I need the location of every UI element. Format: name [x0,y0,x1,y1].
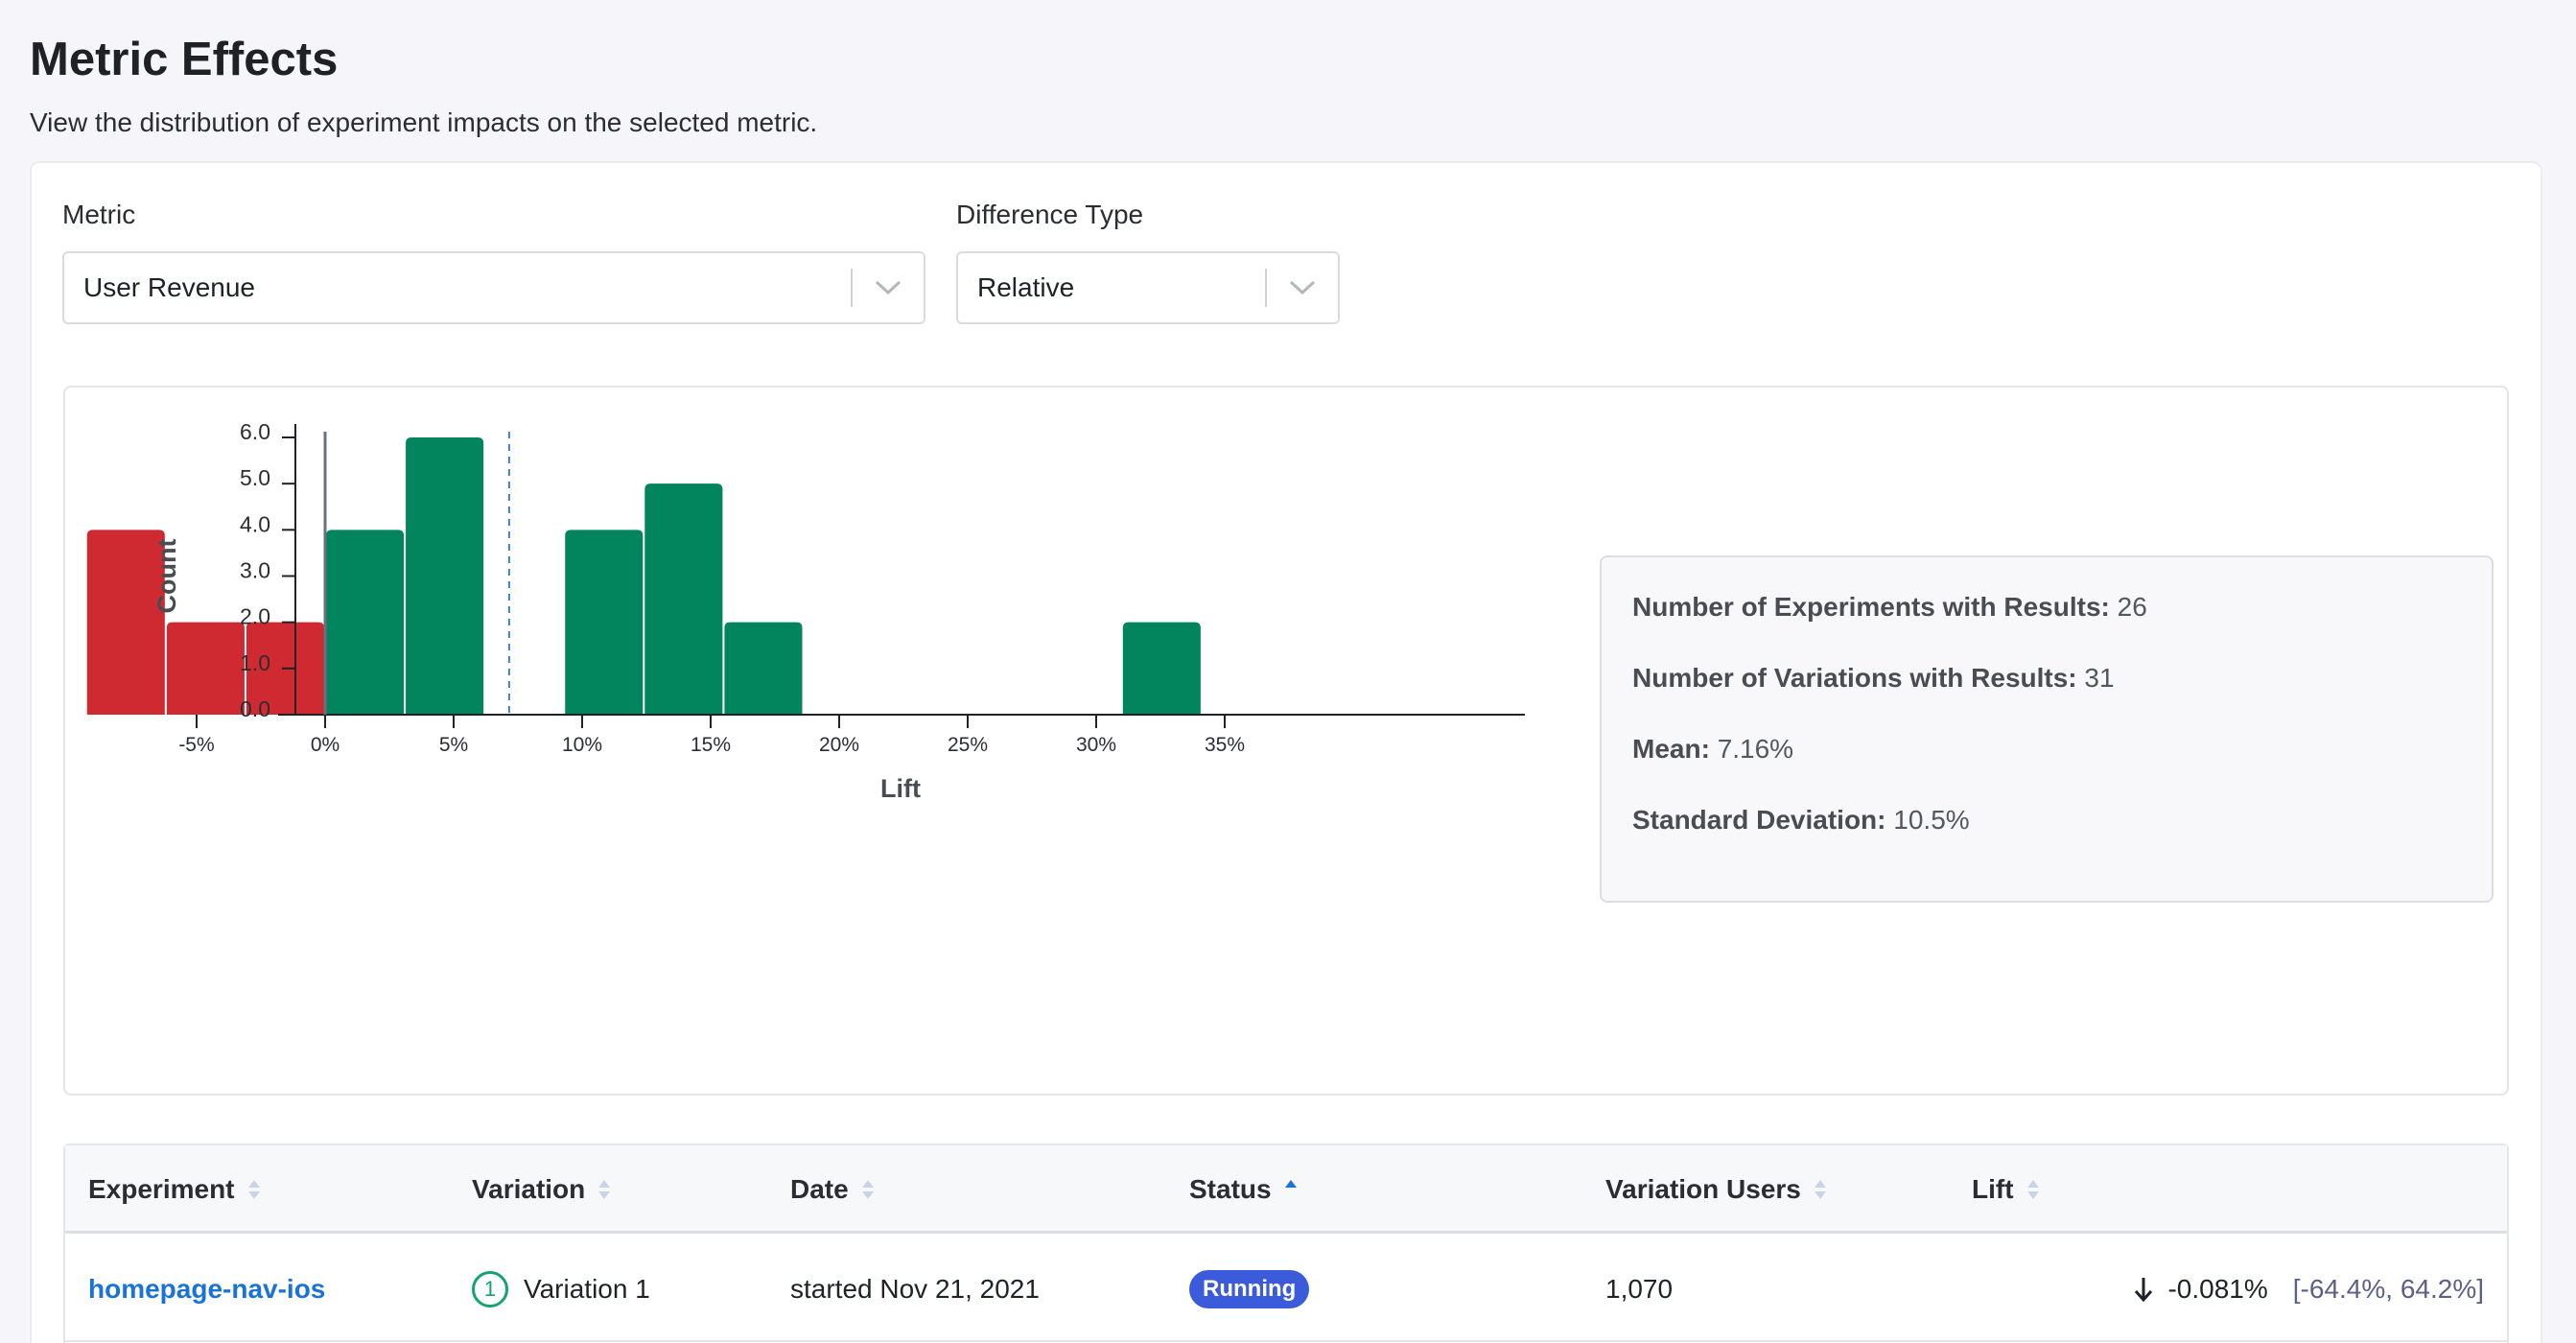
y-axis-label: Count [152,539,181,614]
chevron-down-icon[interactable] [853,279,924,296]
difference-type-select[interactable]: Relative [956,251,1340,324]
x-tick-label: 20% [819,734,859,756]
x-tick-label: 0% [311,734,340,756]
status-badge: Running [1189,1270,1310,1308]
x-tick-label: -5% [178,734,214,756]
sort-icon[interactable] [246,1178,262,1201]
experiments-table: Experiment Variation Date Status Variati… [63,1143,2509,1343]
x-tick-label: 5% [439,734,468,756]
x-tick-label: 10% [562,734,602,756]
page-subtitle: View the distribution of experiment impa… [30,107,818,137]
column-header-lift[interactable]: Lift [1972,1145,2041,1234]
histogram-bar [86,530,165,715]
select-separator [851,269,853,307]
sort-icon[interactable] [860,1178,876,1201]
table-header: Experiment Variation Date Status Variati… [65,1145,2507,1234]
arrow-down-icon [2133,1276,2154,1303]
y-tick-label: 5.0 [240,465,270,490]
histogram-bar [326,530,405,715]
histogram-bar [644,483,723,715]
sort-ascending-icon[interactable] [1283,1178,1299,1201]
x-tick-label: 15% [691,734,731,756]
histogram-bar [1122,622,1201,715]
sort-icon[interactable] [2026,1178,2041,1201]
status-cell: Running [1189,1237,1310,1342]
sort-icon[interactable] [597,1178,612,1201]
column-header-status[interactable]: Status [1189,1145,1299,1234]
column-header-experiment[interactable]: Experiment [88,1145,262,1234]
y-tick-label: 4.0 [240,511,270,536]
y-tick-label: 2.0 [240,604,270,629]
stat-mean: Mean: 7.16% [1632,734,1794,764]
table-row[interactable]: homepage-nav-ios 1 Variation 1 started N… [65,1237,2507,1342]
y-tick-label: 6.0 [240,419,270,444]
lift-cell: -0.081% [-64.4%, 64.2%] [2133,1237,2484,1342]
sort-icon[interactable] [1813,1178,1828,1201]
stat-experiments: Number of Experiments with Results: 26 [1632,592,2147,622]
x-tick-label: 35% [1205,734,1245,756]
histogram-bar [406,437,484,715]
y-tick-label: 0.0 [240,696,270,721]
select-separator [1265,269,1267,307]
difference-type-value: Relative [977,272,1075,302]
histogram-bar [724,622,803,715]
date-cell: started Nov 21, 2021 [790,1274,1040,1304]
column-header-date[interactable]: Date [790,1145,876,1234]
stat-std-dev: Standard Deviation: 10.5% [1632,805,1970,835]
stat-variations: Number of Variations with Results: 31 [1632,663,2115,693]
stats-summary: Number of Experiments with Results: 26 N… [1600,555,2494,903]
x-tick-label: 25% [948,734,988,756]
difference-type-label: Difference Type [956,200,1144,229]
variation-number-badge: 1 [472,1271,508,1308]
chevron-down-icon[interactable] [1267,279,1338,296]
column-header-variation-users[interactable]: Variation Users [1605,1145,1828,1234]
metric-label: Metric [62,200,136,229]
variation-cell: 1 Variation 1 [472,1237,650,1342]
histogram-card: 0.0 1.0 2.0 3.0 4.0 5.0 6.0 -5% 0% 5% 10% 15% 20% 25%… [63,386,2509,1096]
lift-histogram: 0.0 1.0 2.0 3.0 4.0 5.0 6.0 -5% 0% 5% 10% 15% 20% 25%… [86,419,1525,803]
variation-users-cell: 1,070 [1605,1274,1674,1304]
y-tick-label: 1.0 [240,650,270,675]
column-header-variation[interactable]: Variation [472,1145,612,1234]
metric-select-value: User Revenue [83,272,255,302]
histogram-bar [565,530,644,715]
y-tick-label: 3.0 [240,558,270,583]
x-tick-label: 30% [1076,734,1116,756]
metric-select[interactable]: User Revenue [62,251,925,324]
metric-effects-card: Metric User Revenue Difference Type Rela… [30,161,2542,1343]
confidence-interval: [-64.4%, 64.2%] [2292,1274,2484,1304]
experiment-link[interactable]: homepage-nav-ios [88,1274,326,1304]
histogram-bar [166,622,245,715]
x-axis-label: Lift [880,774,921,803]
page-title: Metric Effects [30,34,339,85]
